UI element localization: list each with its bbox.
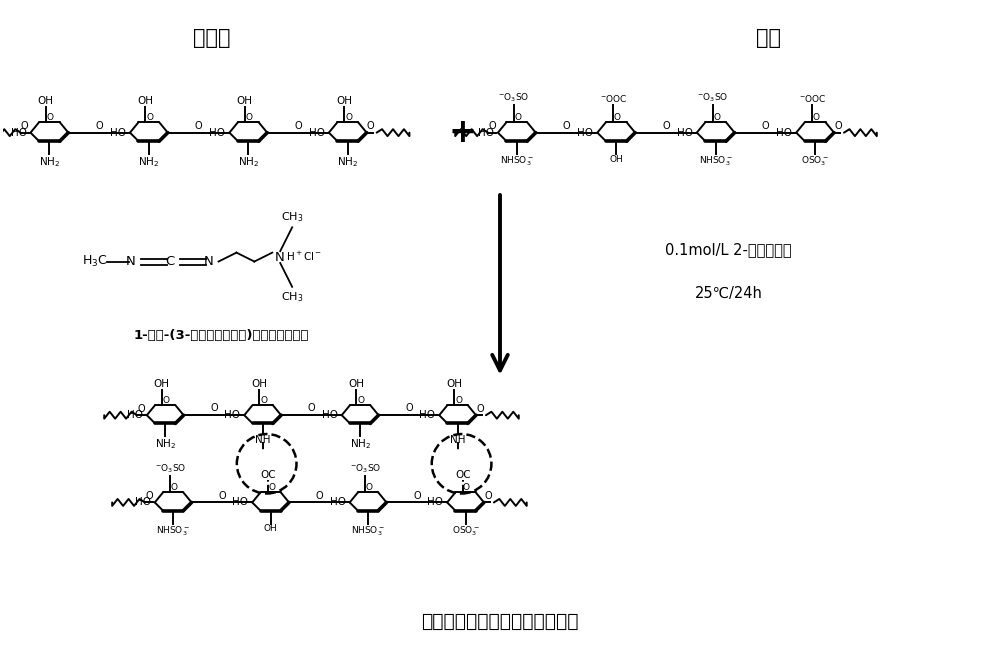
Text: 肝素: 肝素 (756, 28, 781, 48)
Text: $^{-}$O$_3$SO: $^{-}$O$_3$SO (697, 92, 728, 105)
Text: N: N (274, 251, 284, 264)
Text: HO: HO (322, 410, 338, 420)
Text: O: O (463, 483, 470, 492)
Text: O: O (218, 491, 226, 501)
Text: HO: HO (478, 128, 494, 138)
Text: O: O (171, 483, 178, 492)
Text: O: O (210, 403, 218, 413)
Text: O: O (146, 112, 153, 121)
Text: NHSO$_3^-$: NHSO$_3^-$ (351, 524, 385, 537)
Text: HO: HO (419, 410, 435, 420)
Text: O: O (145, 491, 153, 501)
Text: N: N (204, 255, 214, 268)
Text: O: O (563, 121, 570, 131)
Text: CH$_3$: CH$_3$ (281, 290, 303, 304)
Text: O: O (345, 112, 352, 121)
Text: H$^+$Cl$^-$: H$^+$Cl$^-$ (286, 249, 322, 263)
Text: O: O (195, 121, 202, 131)
Text: O: O (405, 403, 413, 413)
Text: N: N (126, 255, 136, 268)
Text: O: O (484, 491, 492, 501)
Text: OSO$_3^-$: OSO$_3^-$ (801, 155, 829, 169)
Text: NH$_2$: NH$_2$ (155, 437, 176, 451)
Text: OH: OH (154, 379, 170, 390)
Text: C: C (165, 255, 174, 268)
Text: HO: HO (776, 128, 792, 138)
Text: O: O (47, 112, 54, 121)
Text: NH$_2$: NH$_2$ (39, 155, 60, 169)
Text: O: O (514, 112, 521, 121)
Text: NHSO$_3^-$: NHSO$_3^-$ (699, 155, 733, 169)
Text: O: O (308, 403, 315, 413)
Text: +: + (448, 116, 476, 149)
Text: $^{-}$OOC: $^{-}$OOC (799, 94, 826, 105)
Text: O: O (358, 395, 365, 404)
Text: O: O (95, 121, 103, 131)
Text: OH: OH (38, 96, 54, 106)
Text: NH: NH (450, 435, 465, 445)
Text: OSO$_3^-$: OSO$_3^-$ (452, 524, 479, 537)
Text: O: O (614, 112, 621, 121)
Text: $^{-}$O$_3$SO: $^{-}$O$_3$SO (498, 92, 530, 105)
Text: O: O (21, 121, 28, 131)
Text: O: O (662, 121, 670, 131)
Text: HO: HO (224, 410, 240, 420)
Text: 1-乙基-(3-二甲基氨基丙基)碳二亚胺盐酸盐: 1-乙基-(3-二甲基氨基丙基)碳二亚胺盐酸盐 (134, 329, 309, 342)
Text: HO: HO (232, 497, 248, 508)
Text: O: O (367, 121, 374, 131)
Text: O: O (294, 121, 302, 131)
Text: NH$_2$: NH$_2$ (238, 155, 259, 169)
Text: OH: OH (446, 379, 462, 390)
Text: O: O (713, 112, 720, 121)
Text: O: O (316, 491, 323, 501)
Text: O: O (476, 404, 484, 413)
Text: NH$_2$: NH$_2$ (337, 155, 358, 169)
Text: O: O (163, 395, 170, 404)
Text: OH: OH (609, 155, 623, 164)
Text: OH: OH (264, 524, 278, 533)
Text: HO: HO (577, 128, 593, 138)
Text: 25℃/24h: 25℃/24h (695, 286, 763, 301)
Text: OH: OH (137, 96, 153, 106)
Text: $^{-}$OOC: $^{-}$OOC (600, 94, 627, 105)
Text: HO: HO (110, 128, 126, 138)
Text: OC: OC (260, 470, 276, 479)
Text: O: O (137, 404, 145, 413)
Text: OH: OH (237, 96, 253, 106)
Text: HO: HO (330, 497, 346, 508)
Text: O: O (246, 112, 253, 121)
Text: 0.1mol/L 2-咀唷乙磺酸: 0.1mol/L 2-咀唷乙磺酸 (665, 242, 792, 257)
Text: O: O (455, 395, 462, 404)
Text: O: O (268, 483, 275, 492)
Text: NH: NH (255, 435, 270, 445)
Text: 基于肝素改性壳聚糖纤维素微球: 基于肝素改性壳聚糖纤维素微球 (421, 612, 579, 631)
Text: 壳聚糖: 壳聚糖 (193, 28, 230, 48)
Text: NHSO$_3^-$: NHSO$_3^-$ (156, 524, 190, 537)
Text: O: O (260, 395, 267, 404)
Text: O: O (413, 491, 421, 501)
Text: O: O (834, 121, 842, 131)
Text: CH$_3$: CH$_3$ (281, 211, 303, 224)
Text: HO: HO (209, 128, 225, 138)
Text: NH$_2$: NH$_2$ (350, 437, 371, 451)
Text: H$_3$C: H$_3$C (82, 254, 107, 269)
Text: OH: OH (348, 379, 364, 390)
Text: HO: HO (11, 128, 27, 138)
Text: HO: HO (427, 497, 443, 508)
Text: NH$_2$: NH$_2$ (138, 155, 159, 169)
Text: $^{-}$O$_3$SO: $^{-}$O$_3$SO (155, 463, 186, 475)
Text: O: O (488, 121, 496, 131)
Text: OH: OH (251, 379, 267, 390)
Text: HO: HO (135, 497, 151, 508)
Text: O: O (813, 112, 820, 121)
Text: $^{-}$O$_3$SO: $^{-}$O$_3$SO (350, 463, 381, 475)
Text: HO: HO (309, 128, 325, 138)
Text: HO: HO (677, 128, 693, 138)
Text: HO: HO (127, 410, 143, 420)
Text: OC: OC (455, 470, 471, 479)
Text: O: O (762, 121, 769, 131)
Text: OH: OH (336, 96, 352, 106)
Text: O: O (366, 483, 373, 492)
Text: NHSO$_3^-$: NHSO$_3^-$ (500, 155, 534, 169)
